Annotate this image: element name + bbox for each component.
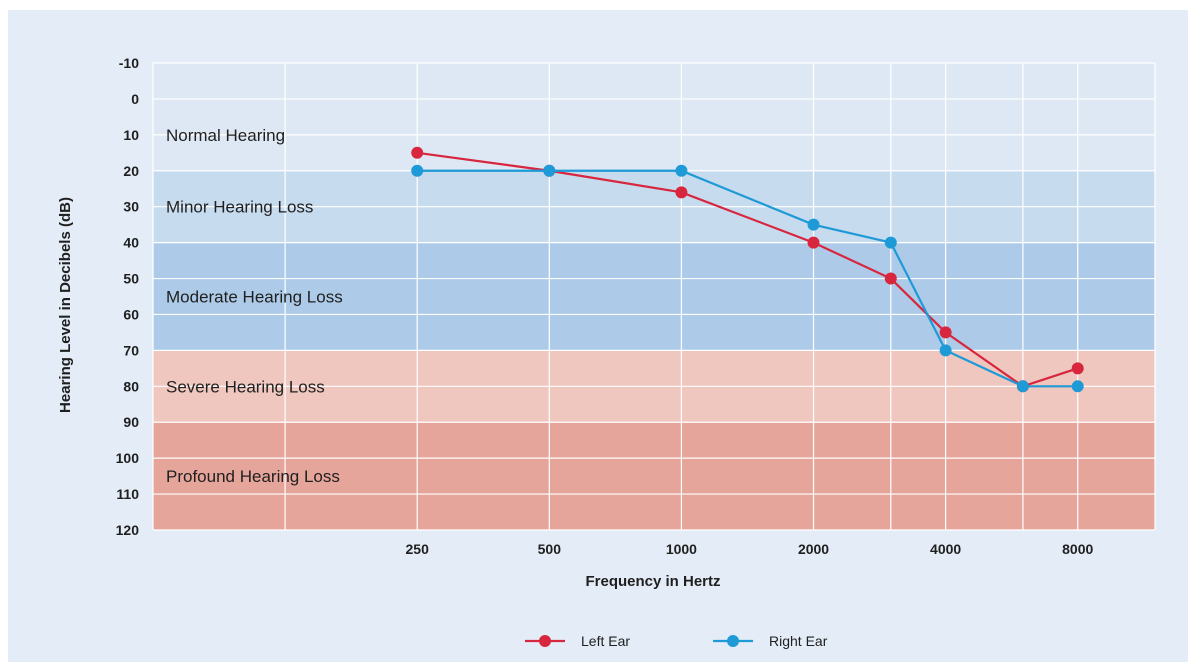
y-tick-label: -10 xyxy=(119,55,139,71)
y-tick-label: 90 xyxy=(123,414,139,430)
y-tick-label: 10 xyxy=(123,127,139,143)
series-point-0 xyxy=(807,236,820,249)
legend-marker-0 xyxy=(539,635,551,647)
series-point-1 xyxy=(411,164,424,177)
series-point-0 xyxy=(884,272,897,285)
series-point-0 xyxy=(1071,362,1084,375)
y-tick-label: 30 xyxy=(123,199,139,215)
series-point-0 xyxy=(675,186,688,199)
band-4 xyxy=(153,422,1155,530)
x-tick-label: 8000 xyxy=(1062,541,1093,557)
legend-marker-1 xyxy=(727,635,739,647)
legend-label-0: Left Ear xyxy=(581,633,630,649)
y-tick-label: 70 xyxy=(123,342,139,358)
x-tick-label: 2000 xyxy=(798,541,829,557)
series-point-1 xyxy=(939,344,952,357)
series-point-1 xyxy=(675,164,688,177)
chart-card: Normal Hearing Minor Hearing Loss Moderate… xyxy=(8,10,1188,662)
y-tick-label: 50 xyxy=(123,271,139,287)
band-label: Minor Hearing Loss xyxy=(166,198,313,217)
series-point-1 xyxy=(807,218,820,231)
series-point-0 xyxy=(411,146,424,159)
band-label: Moderate Hearing Loss xyxy=(166,288,343,307)
y-tick-label: 100 xyxy=(116,450,140,466)
x-tick-label: 1000 xyxy=(666,541,697,557)
y-tick-label: 0 xyxy=(131,91,139,107)
series-line-0 xyxy=(417,151,1079,388)
series-line-1 xyxy=(417,169,1078,388)
band-label: Severe Hearing Loss xyxy=(166,377,325,396)
band-label: Normal Hearing xyxy=(166,126,285,145)
x-tick-label: 4000 xyxy=(930,541,961,557)
series-point-1 xyxy=(1016,380,1029,393)
y-tick-label: 80 xyxy=(123,378,139,394)
band-2 xyxy=(153,242,1155,351)
band-0 xyxy=(153,63,1155,171)
series-point-1 xyxy=(884,236,897,249)
audiogram-chart: Normal Hearing Minor Hearing Loss Moderate… xyxy=(57,55,1156,649)
y-tick-label: 110 xyxy=(116,486,139,502)
x-tick-label: 250 xyxy=(406,541,430,557)
band-label: Profound Hearing Loss xyxy=(166,467,340,486)
x-axis-title: Frequency in Hertz xyxy=(585,573,720,590)
y-tick-label: 20 xyxy=(123,163,139,179)
legend-label-1: Right Ear xyxy=(769,633,828,649)
y-tick-label: 40 xyxy=(123,235,139,251)
legend: Left Ear Right Ear xyxy=(525,633,828,649)
y-tick-label: 120 xyxy=(116,522,140,538)
series-point-1 xyxy=(1071,380,1084,393)
series-point-0 xyxy=(939,326,952,339)
series-point-1 xyxy=(543,164,556,177)
y-tick-label: 60 xyxy=(123,306,139,322)
y-axis-title: Hearing Level in Decibels (dB) xyxy=(57,197,74,413)
x-tick-label: 500 xyxy=(538,541,562,557)
